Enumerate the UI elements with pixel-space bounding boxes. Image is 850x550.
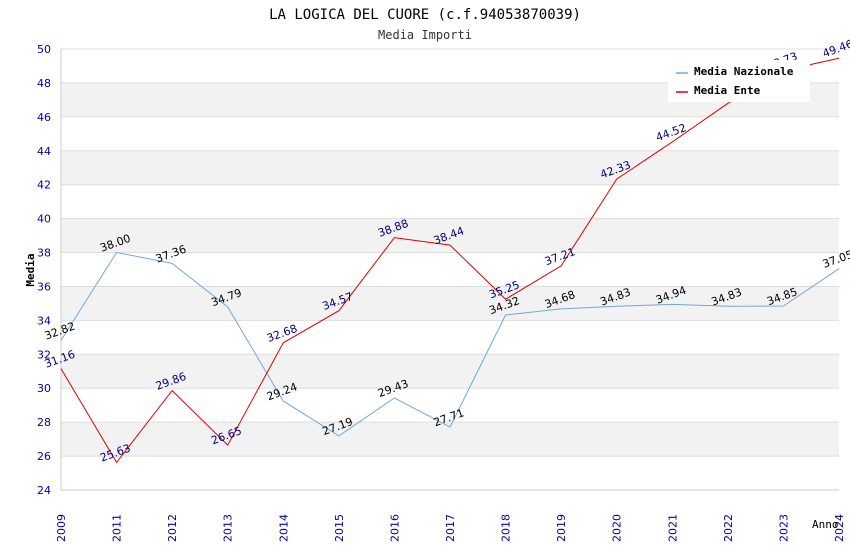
y-tick-label: 34 (37, 314, 51, 327)
y-axis-ticks: 24 26 28 30 32 34 36 38 40 42 44 46 48 50 (37, 43, 51, 497)
legend-label-ente: Media Ente (694, 84, 761, 97)
x-tick-label: 2024 (833, 514, 846, 542)
y-tick-label: 28 (37, 416, 51, 429)
y-tick-label: 36 (37, 280, 51, 293)
y-tick-label: 42 (37, 179, 51, 192)
legend-label-nazionale: Media Nazionale (694, 65, 794, 78)
legend-box (668, 60, 810, 102)
x-tick-label: 2017 (444, 514, 457, 542)
x-tick-label: 2022 (722, 514, 735, 542)
grid-band (61, 286, 839, 321)
y-tick-label: 46 (37, 111, 51, 124)
series-lines (60, 57, 840, 464)
chart-subtitle: Media Importi (378, 28, 472, 42)
y-tick-label: 48 (37, 77, 51, 90)
x-tick-label: 2011 (111, 514, 124, 542)
grid-band (61, 422, 839, 457)
grid-lines (60, 48, 839, 491)
series-line-ente (60, 57, 840, 464)
x-tick-label: 2023 (777, 514, 790, 542)
series-line-nazionale (60, 251, 840, 437)
grid-band (61, 218, 839, 253)
x-tick-label: 2016 (388, 514, 401, 542)
plot-background (61, 49, 839, 490)
grid-band (61, 354, 839, 389)
x-tick-label: 2013 (222, 514, 235, 542)
y-tick-label: 32 (37, 348, 51, 361)
legend: Media Nazionale Media Ente (668, 60, 810, 102)
x-tick-label: 2021 (666, 514, 679, 542)
x-tick-label: 2018 (500, 514, 513, 542)
x-tick-label: 2019 (555, 514, 568, 542)
x-tick-label: 2015 (333, 514, 346, 542)
y-axis-label: Media (24, 253, 37, 286)
y-tick-label: 50 (37, 43, 51, 56)
y-tick-label: 40 (37, 213, 51, 226)
y-tick-label: 24 (37, 484, 51, 497)
plot-area (61, 49, 839, 490)
x-axis-ticks: 2009 2011 2012 2013 2014 2015 2016 2017 2018 2019… (55, 514, 846, 542)
y-tick-label: 38 (37, 247, 51, 260)
y-tick-label: 30 (37, 382, 51, 395)
x-axis-label: Anno (812, 518, 839, 531)
x-tick-label: 2009 (55, 514, 68, 542)
x-tick-label: 2012 (166, 514, 179, 542)
x-tick-label: 2014 (277, 514, 290, 542)
chart-title: LA LOGICA DEL CUORE (c.f.94053870039) (269, 7, 581, 23)
y-tick-label: 26 (37, 450, 51, 463)
x-tick-label: 2020 (611, 514, 624, 542)
grid-band (61, 150, 839, 185)
y-tick-label: 44 (37, 145, 51, 158)
